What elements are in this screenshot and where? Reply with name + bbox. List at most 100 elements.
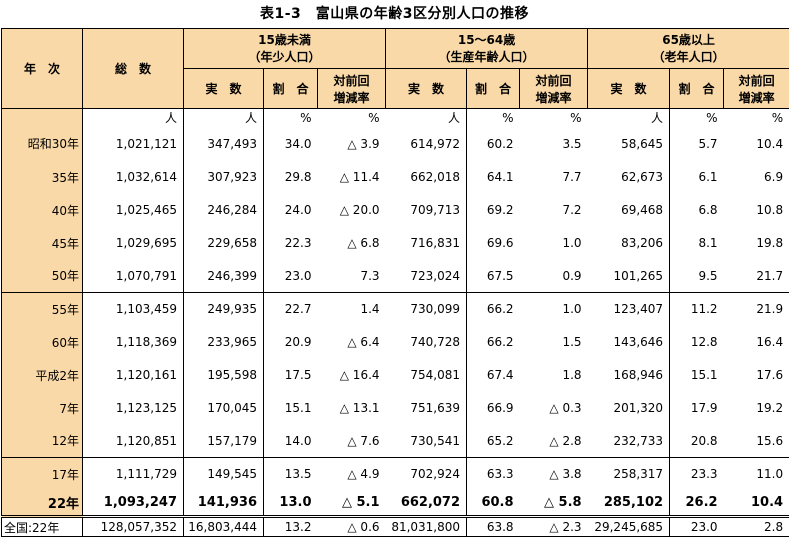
unit-cell: %	[368, 110, 380, 125]
sub-actual: 実 数	[587, 68, 671, 109]
data-cell: △ 6.8	[347, 236, 380, 250]
data-cell: 143,646	[613, 335, 664, 349]
data-cell: 15.6	[723, 424, 789, 458]
data-cell: 20.9	[263, 325, 318, 359]
data-cell: △ 11.4	[339, 170, 380, 184]
table-row: 17年 1,111,729 149,545 13.5 △ 4.9 702,924 63.3 △…	[1, 457, 789, 491]
row-year-label: 平成2年	[1, 358, 83, 392]
table-row: 12年 1,120,851 157,179 14.0 △ 7.6 730,541 65.2 △…	[1, 424, 789, 458]
data-cell: 17.5	[263, 358, 318, 392]
group-header-elderly: 65歳以上 （老年人口）	[587, 28, 789, 69]
year-header: 年 次	[1, 28, 83, 109]
data-cell: 3.5	[562, 136, 582, 151]
unit-cell: %	[723, 108, 789, 127]
data-cell: 201,320	[613, 401, 664, 415]
group-working-line1: 15～64歳	[457, 32, 516, 47]
row-year-label: 昭和30年	[1, 126, 83, 161]
data-cell: 14.0	[263, 424, 318, 458]
data-cell: 10.8	[723, 193, 789, 227]
group-header-youth: 15歳未満 （年少人口）	[182, 28, 387, 69]
data-cell: 1,103,459	[82, 292, 184, 326]
data-cell: △ 2.3	[519, 516, 588, 537]
data-cell: 285,102	[587, 490, 670, 518]
data-cell: 754,081	[410, 368, 461, 382]
data-cell: 9.5	[669, 259, 724, 293]
sub-change-line2: 増減率	[738, 90, 775, 105]
data-cell: 15.1	[669, 358, 724, 392]
unit-cell: %	[669, 108, 724, 127]
data-cell: 8.1	[669, 226, 724, 260]
unit-cell: 人	[183, 108, 264, 127]
data-cell: 716,831	[410, 236, 461, 250]
data-cell: 1.4	[360, 302, 380, 317]
data-cell: 58,645	[621, 136, 664, 151]
data-cell: 1,120,851	[82, 424, 184, 458]
data-cell: 6.8	[669, 193, 724, 227]
data-cell: 1.0	[562, 236, 582, 250]
data-cell: 11.0	[723, 457, 789, 491]
sub-actual: 実 数	[183, 68, 264, 109]
group-header-working: 15～64歳 （生産年齢人口）	[385, 28, 589, 69]
data-cell: 20.8	[669, 424, 724, 458]
data-cell: 1,093,247	[82, 490, 184, 518]
sub-header-row: 実 数 割 合 対前回 増減率 実 数 割 合 対前回 増減率 実 数 割 合 対前…	[2, 68, 789, 109]
data-cell: 62,673	[621, 170, 664, 184]
data-cell: 168,946	[613, 368, 664, 382]
data-cell: 157,179	[183, 424, 264, 458]
data-cell: △ 3.9	[347, 136, 380, 151]
data-cell: △ 0.3	[549, 401, 582, 415]
row-year-label: 40年	[1, 193, 83, 227]
data-cell: 2.8	[723, 516, 789, 537]
data-cell: 29,245,685	[587, 516, 670, 537]
data-cell: 101,265	[587, 259, 670, 293]
row-year-label: 12年	[1, 424, 83, 458]
data-cell: 13.2	[263, 516, 318, 537]
table-row: 45年 1,029,695 229,658 22.3 △ 6.8 716,831 69.6 1…	[1, 226, 789, 260]
total-header: 総 数	[82, 28, 184, 109]
year-header-label: 年 次	[23, 62, 60, 76]
data-cell: 19.8	[723, 226, 789, 260]
data-cell: 662,018	[410, 170, 461, 184]
data-cell: 60.8	[466, 490, 520, 518]
data-cell: △ 20.0	[339, 203, 380, 217]
row-year-label: 17年	[1, 457, 83, 491]
data-cell: 6.9	[723, 160, 789, 194]
data-cell: 232,733	[587, 424, 670, 458]
data-cell: 69.6	[466, 226, 520, 260]
data-cell: 17.6	[723, 358, 789, 392]
group-elderly-line1: 65歳以上	[662, 32, 715, 47]
row-year-label: 7年	[1, 391, 83, 425]
unit-cell: %	[570, 110, 582, 125]
data-cell: 10.4	[723, 126, 789, 161]
data-cell: 22.3	[263, 226, 318, 260]
data-cell: 12.8	[669, 325, 724, 359]
data-cell: 19.2	[723, 391, 789, 425]
row-year-label: 60年	[1, 325, 83, 359]
data-cell: 5.7	[669, 126, 724, 161]
table-row: 60年 1,118,369 233,965 20.9 △ 6.4 740,728 66.2 1…	[1, 325, 789, 359]
data-cell: 170,045	[183, 391, 264, 425]
data-cell: 63.3	[466, 457, 520, 491]
sub-ratio: 割 合	[263, 68, 318, 109]
data-cell: 26.2	[669, 490, 724, 518]
sub-change-line1: 対前回	[535, 73, 572, 88]
data-cell: 65.2	[466, 424, 520, 458]
data-cell: 13.5	[263, 457, 318, 491]
table-row: 40年 1,025,465 246,284 24.0 △ 20.0 709,713 69.2…	[1, 193, 789, 227]
data-cell: 69.2	[466, 193, 520, 227]
data-cell: 307,923	[183, 160, 264, 194]
table-body: 人人%% 人%% 人%% 昭和30年 1,021,121 347,493 34.0 △ 3.9…	[1, 108, 789, 537]
sub-change-line2: 増減率	[333, 90, 370, 105]
row-year-label: 全国:22年	[1, 516, 83, 537]
data-cell: 11.2	[669, 292, 724, 326]
row-year-label: 45年	[1, 226, 83, 260]
group-youth-line1: 15歳未満	[258, 32, 311, 47]
table-header: 年 次 総 数 15歳未満 （年少人口） 15～64歳 （生産年齢人口） 65歳以上…	[1, 28, 789, 109]
data-cell: 149,545	[183, 457, 264, 491]
table-row: 50年 1,070,791 246,399 23.0 7.3 723,024 67.5 0.9…	[1, 259, 789, 293]
data-cell: 67.5	[466, 259, 520, 293]
data-cell: △ 4.9	[347, 467, 380, 482]
data-cell: △ 13.1	[339, 401, 380, 415]
sub-ratio: 割 合	[466, 68, 521, 109]
sub-actual: 実 数	[385, 68, 468, 109]
